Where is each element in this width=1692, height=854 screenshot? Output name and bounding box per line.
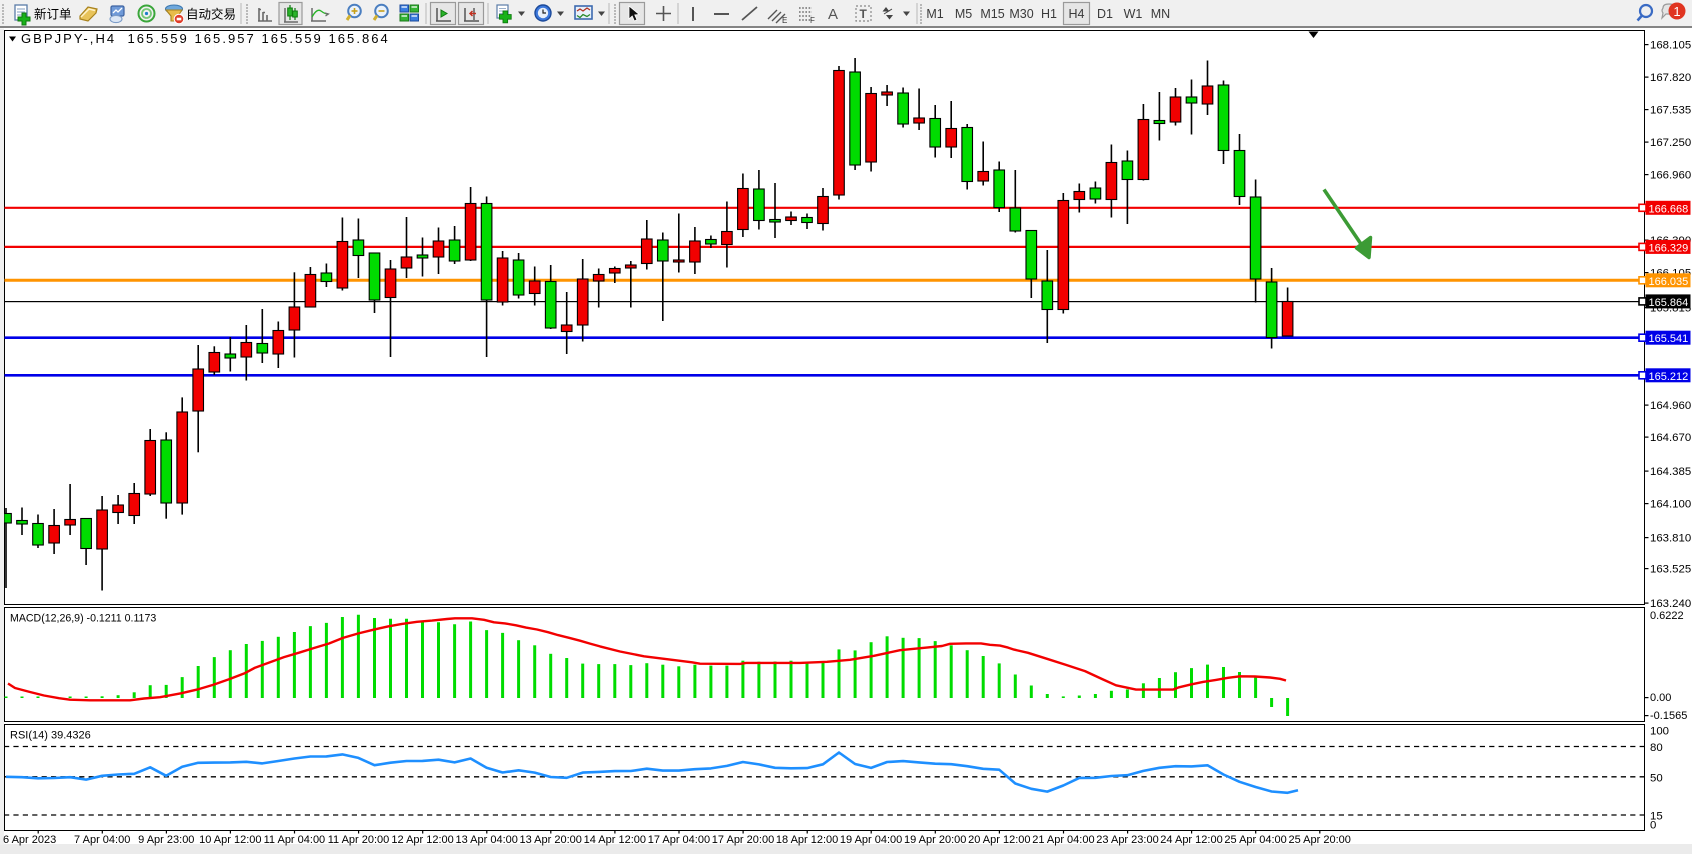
svg-text:11 Apr 04:00: 11 Apr 04:00 xyxy=(264,834,326,846)
svg-text:166.668: 166.668 xyxy=(1649,203,1689,215)
svg-text:6 Apr 2023: 6 Apr 2023 xyxy=(3,834,56,846)
svg-text:H4: H4 xyxy=(1069,7,1085,21)
svg-text:MN: MN xyxy=(1151,7,1170,21)
svg-text:新订单: 新订单 xyxy=(34,7,72,22)
svg-text:164.385: 164.385 xyxy=(1650,466,1691,478)
svg-text:MACD(12,26,9) -0.1211 0.1173: MACD(12,26,9) -0.1211 0.1173 xyxy=(10,613,156,625)
svg-text:165.541: 165.541 xyxy=(1649,333,1689,345)
svg-text:100: 100 xyxy=(1650,726,1669,738)
svg-text:19 Apr 20:00: 19 Apr 20:00 xyxy=(904,834,966,846)
svg-text:D1: D1 xyxy=(1097,7,1113,21)
svg-text:14 Apr 12:00: 14 Apr 12:00 xyxy=(584,834,646,846)
svg-text:GBPJPY-,H4 165.559 165.957 16: GBPJPY-,H4 165.559 165.957 165.559 165.8… xyxy=(21,31,390,46)
svg-text:163.240: 163.240 xyxy=(1650,598,1691,610)
svg-text:13 Apr 04:00: 13 Apr 04:00 xyxy=(456,834,518,846)
svg-text:M5: M5 xyxy=(955,7,972,21)
svg-text:1: 1 xyxy=(1673,4,1680,19)
svg-text:167.250: 167.250 xyxy=(1650,137,1691,149)
svg-text:165.864: 165.864 xyxy=(1649,297,1689,309)
svg-text:M15: M15 xyxy=(980,7,1004,21)
svg-text:21 Apr 04:00: 21 Apr 04:00 xyxy=(1032,834,1094,846)
svg-text:80: 80 xyxy=(1650,742,1663,754)
svg-text:A: A xyxy=(828,6,838,23)
svg-text:13 Apr 20:00: 13 Apr 20:00 xyxy=(520,834,582,846)
svg-text:M30: M30 xyxy=(1009,7,1033,21)
svg-text:167.820: 167.820 xyxy=(1650,72,1691,84)
svg-text:20 Apr 12:00: 20 Apr 12:00 xyxy=(968,834,1030,846)
svg-text:168.105: 168.105 xyxy=(1650,40,1691,52)
svg-text:166.960: 166.960 xyxy=(1650,170,1691,182)
svg-text:F: F xyxy=(810,16,815,25)
svg-text:163.810: 163.810 xyxy=(1650,533,1691,545)
svg-text:23 Apr 23:00: 23 Apr 23:00 xyxy=(1096,834,1158,846)
svg-text:0: 0 xyxy=(1650,820,1656,832)
svg-text:M1: M1 xyxy=(926,7,943,21)
svg-text:9 Apr 23:00: 9 Apr 23:00 xyxy=(138,834,194,846)
svg-text:164.100: 164.100 xyxy=(1650,499,1691,511)
svg-text:H1: H1 xyxy=(1041,7,1057,21)
svg-text:15: 15 xyxy=(1650,811,1663,823)
svg-text:18 Apr 12:00: 18 Apr 12:00 xyxy=(776,834,838,846)
svg-text:25 Apr 04:00: 25 Apr 04:00 xyxy=(1224,834,1286,846)
svg-text:T: T xyxy=(860,7,868,21)
svg-text:0.00: 0.00 xyxy=(1650,692,1671,704)
svg-text:17 Apr 04:00: 17 Apr 04:00 xyxy=(648,834,710,846)
svg-text:50: 50 xyxy=(1650,773,1663,785)
svg-text:165.212: 165.212 xyxy=(1649,371,1689,383)
svg-text:RSI(14) 39.4326: RSI(14) 39.4326 xyxy=(10,730,91,742)
svg-text:-0.1565: -0.1565 xyxy=(1650,710,1687,722)
svg-text:163.525: 163.525 xyxy=(1650,564,1691,576)
svg-text:0.6222: 0.6222 xyxy=(1650,610,1684,622)
svg-text:E: E xyxy=(782,16,787,25)
svg-text:24 Apr 12:00: 24 Apr 12:00 xyxy=(1160,834,1222,846)
svg-text:164.670: 164.670 xyxy=(1650,432,1691,444)
svg-text:167.535: 167.535 xyxy=(1650,105,1691,117)
svg-text:W1: W1 xyxy=(1124,7,1143,21)
svg-text:25 Apr 20:00: 25 Apr 20:00 xyxy=(1289,834,1351,846)
svg-text:17 Apr 20:00: 17 Apr 20:00 xyxy=(712,834,774,846)
svg-text:自动交易: 自动交易 xyxy=(186,7,236,22)
svg-text:19 Apr 04:00: 19 Apr 04:00 xyxy=(840,834,902,846)
svg-text:10 Apr 12:00: 10 Apr 12:00 xyxy=(199,834,261,846)
svg-text:7 Apr 04:00: 7 Apr 04:00 xyxy=(74,834,130,846)
svg-text:11 Apr 20:00: 11 Apr 20:00 xyxy=(328,834,390,846)
svg-text:166.329: 166.329 xyxy=(1649,242,1689,254)
svg-text:12 Apr 12:00: 12 Apr 12:00 xyxy=(391,834,453,846)
svg-text:164.960: 164.960 xyxy=(1650,400,1691,412)
svg-text:166.035: 166.035 xyxy=(1649,276,1689,288)
